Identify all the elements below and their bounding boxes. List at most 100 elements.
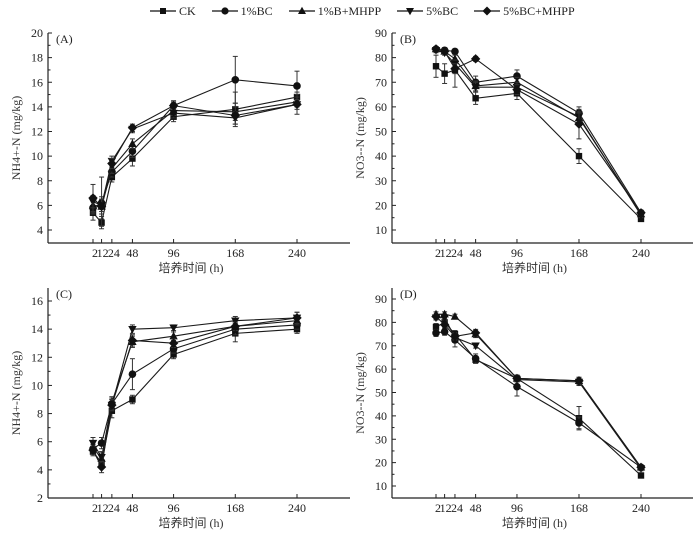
series-1-bc (89, 55, 301, 230)
y-tick-label: 20 (375, 198, 387, 212)
x-tick-label: 96 (511, 501, 523, 515)
data-point (450, 331, 460, 342)
y-tick-label: 8 (37, 174, 43, 188)
x-tick-label: 96 (511, 246, 523, 260)
x-tick-label: 96 (168, 501, 180, 515)
data-point (450, 64, 460, 74)
legend-marker (221, 7, 229, 15)
legend-item-ck: CK (150, 4, 196, 19)
data-point (513, 72, 521, 80)
x-tick-label: 2 (435, 246, 441, 260)
series-ck (89, 91, 301, 227)
data-point (292, 313, 302, 323)
data-point (471, 354, 480, 363)
data-point (127, 335, 138, 346)
data-point (472, 95, 479, 102)
data-point (127, 123, 138, 133)
data-point (432, 329, 440, 337)
y-tick-label: 70 (375, 75, 387, 89)
y-tick-label: 8 (37, 407, 43, 421)
legend-marker-icon (211, 7, 238, 15)
x-tick-label: 168 (226, 246, 244, 260)
legend-label: CK (179, 3, 196, 18)
data-point (128, 325, 137, 334)
chart-panel-b: 10 20 30 40 50 60 70 80 90 212 24 48 96 168 240 培养时间 (h… (353, 26, 693, 275)
data-point (636, 208, 646, 218)
legend-label: 5%BC (426, 3, 459, 18)
data-point (450, 312, 460, 320)
x-axis-label: 培养时间 (h) (502, 260, 567, 275)
y-tick-label: 10 (31, 378, 43, 392)
y-tick-label: 6 (37, 198, 43, 212)
data-point (169, 109, 178, 118)
data-point (439, 46, 450, 57)
x-tick-label: 240 (288, 246, 306, 260)
panel-label: (C) (56, 287, 72, 301)
y-tick-label: 40 (375, 149, 387, 163)
data-point (128, 370, 137, 378)
y-tick-label: 14 (31, 322, 43, 336)
x-tick-label: 168 (570, 501, 588, 515)
data-point (230, 110, 240, 121)
x-tick-label: 12 (440, 246, 452, 260)
y-tick-label: 70 (375, 339, 387, 353)
data-point (168, 100, 179, 111)
x-tick-label: 12 (97, 246, 109, 260)
data-point (88, 193, 98, 203)
x-tick-label: 24 (451, 246, 463, 260)
series-5-bc (88, 98, 302, 213)
y-tick-label: 10 (31, 149, 43, 163)
series-line (92, 317, 298, 469)
y-tick-label: 30 (375, 432, 387, 446)
data-point (169, 331, 178, 340)
data-point (129, 396, 136, 403)
data-point (574, 119, 584, 129)
panel-label: (B) (400, 32, 416, 46)
data-point (439, 320, 450, 330)
y-tick-label: 4 (37, 463, 43, 477)
data-point (637, 472, 645, 479)
x-tick-label: 240 (632, 246, 650, 260)
y-tick-label: 18 (31, 51, 43, 65)
series-5-bc (431, 47, 646, 220)
legend-marker-icon (397, 8, 424, 16)
data-point (575, 152, 583, 160)
legend-marker (297, 6, 306, 14)
x-tick-label: 24 (108, 501, 120, 515)
legend-item-5-bc: 5%BC (397, 4, 458, 19)
data-point (96, 462, 107, 472)
legend-label: 5%BC+MHPP (503, 3, 575, 18)
y-tick-label: 10 (375, 479, 387, 493)
legend-item-5-bc-mhpp: 5%BC+MHPP (474, 3, 575, 19)
legend-marker (406, 8, 415, 16)
legend-item-1-b-mhpp: 1%B+MHPP (288, 3, 382, 19)
x-axis-label: 培养时间 (h) (159, 260, 224, 275)
series-ck (89, 324, 301, 469)
y-tick-label: 60 (375, 362, 387, 376)
series-line (436, 313, 642, 468)
data-point (107, 400, 117, 410)
series-line (92, 103, 298, 208)
series-line (92, 328, 298, 465)
y-tick-label: 2 (37, 491, 43, 505)
data-point (292, 99, 302, 110)
y-tick-label: 80 (375, 315, 387, 329)
y-tick-label: 12 (31, 125, 43, 139)
data-point (471, 342, 480, 351)
data-point (440, 327, 449, 336)
data-point (128, 147, 137, 155)
x-tick-label: 96 (168, 246, 180, 260)
y-tick-label: 14 (31, 100, 43, 114)
legend-label: 1%B+MHPP (317, 3, 382, 18)
y-axis-label: NH4+-N (mg/kg) (9, 351, 23, 435)
data-point (170, 351, 177, 358)
x-tick-label: 240 (288, 501, 306, 515)
y-tick-label: 40 (375, 409, 387, 423)
data-point (431, 311, 441, 322)
data-point (230, 321, 240, 332)
series-1-bc (89, 320, 301, 454)
series-5-bc-mhpp (431, 311, 646, 472)
x-tick-label: 2 (92, 246, 98, 260)
